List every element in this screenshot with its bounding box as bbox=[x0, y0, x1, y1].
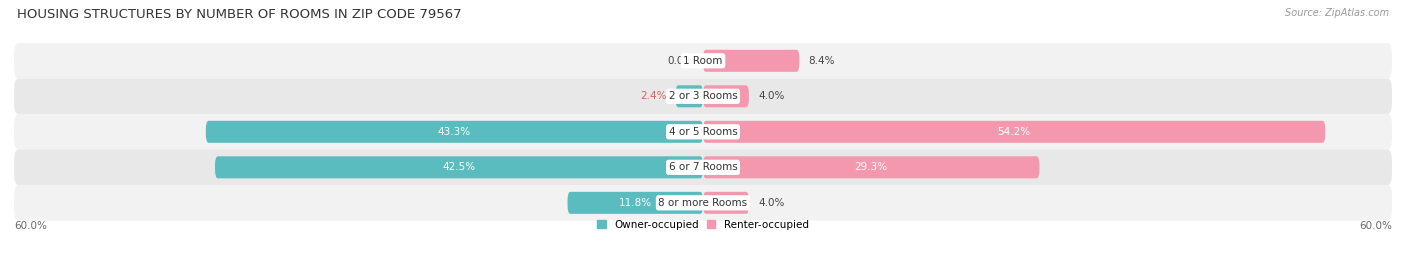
Text: 4 or 5 Rooms: 4 or 5 Rooms bbox=[669, 127, 737, 137]
Text: 42.5%: 42.5% bbox=[443, 162, 475, 172]
FancyBboxPatch shape bbox=[14, 114, 1392, 150]
Text: 60.0%: 60.0% bbox=[14, 221, 46, 231]
Text: 6 or 7 Rooms: 6 or 7 Rooms bbox=[669, 162, 737, 172]
FancyBboxPatch shape bbox=[703, 156, 1039, 178]
FancyBboxPatch shape bbox=[703, 50, 800, 72]
FancyBboxPatch shape bbox=[14, 150, 1392, 185]
Text: 8 or more Rooms: 8 or more Rooms bbox=[658, 198, 748, 208]
Text: 29.3%: 29.3% bbox=[855, 162, 887, 172]
Text: 4.0%: 4.0% bbox=[758, 198, 785, 208]
Text: 11.8%: 11.8% bbox=[619, 198, 652, 208]
FancyBboxPatch shape bbox=[703, 192, 749, 214]
FancyBboxPatch shape bbox=[703, 85, 749, 107]
FancyBboxPatch shape bbox=[14, 185, 1392, 221]
FancyBboxPatch shape bbox=[205, 121, 703, 143]
Text: 60.0%: 60.0% bbox=[1360, 221, 1392, 231]
Text: 0.0%: 0.0% bbox=[668, 56, 693, 66]
FancyBboxPatch shape bbox=[14, 79, 1392, 114]
Text: 1 Room: 1 Room bbox=[683, 56, 723, 66]
Text: 4.0%: 4.0% bbox=[758, 91, 785, 101]
Text: 43.3%: 43.3% bbox=[437, 127, 471, 137]
FancyBboxPatch shape bbox=[675, 85, 703, 107]
Legend: Owner-occupied, Renter-occupied: Owner-occupied, Renter-occupied bbox=[598, 220, 808, 229]
Text: 2.4%: 2.4% bbox=[640, 91, 666, 101]
Text: 2 or 3 Rooms: 2 or 3 Rooms bbox=[669, 91, 737, 101]
FancyBboxPatch shape bbox=[14, 43, 1392, 79]
Text: 8.4%: 8.4% bbox=[808, 56, 835, 66]
FancyBboxPatch shape bbox=[568, 192, 703, 214]
FancyBboxPatch shape bbox=[703, 121, 1326, 143]
Text: Source: ZipAtlas.com: Source: ZipAtlas.com bbox=[1285, 8, 1389, 18]
Text: HOUSING STRUCTURES BY NUMBER OF ROOMS IN ZIP CODE 79567: HOUSING STRUCTURES BY NUMBER OF ROOMS IN… bbox=[17, 8, 461, 21]
FancyBboxPatch shape bbox=[215, 156, 703, 178]
Text: 54.2%: 54.2% bbox=[998, 127, 1031, 137]
